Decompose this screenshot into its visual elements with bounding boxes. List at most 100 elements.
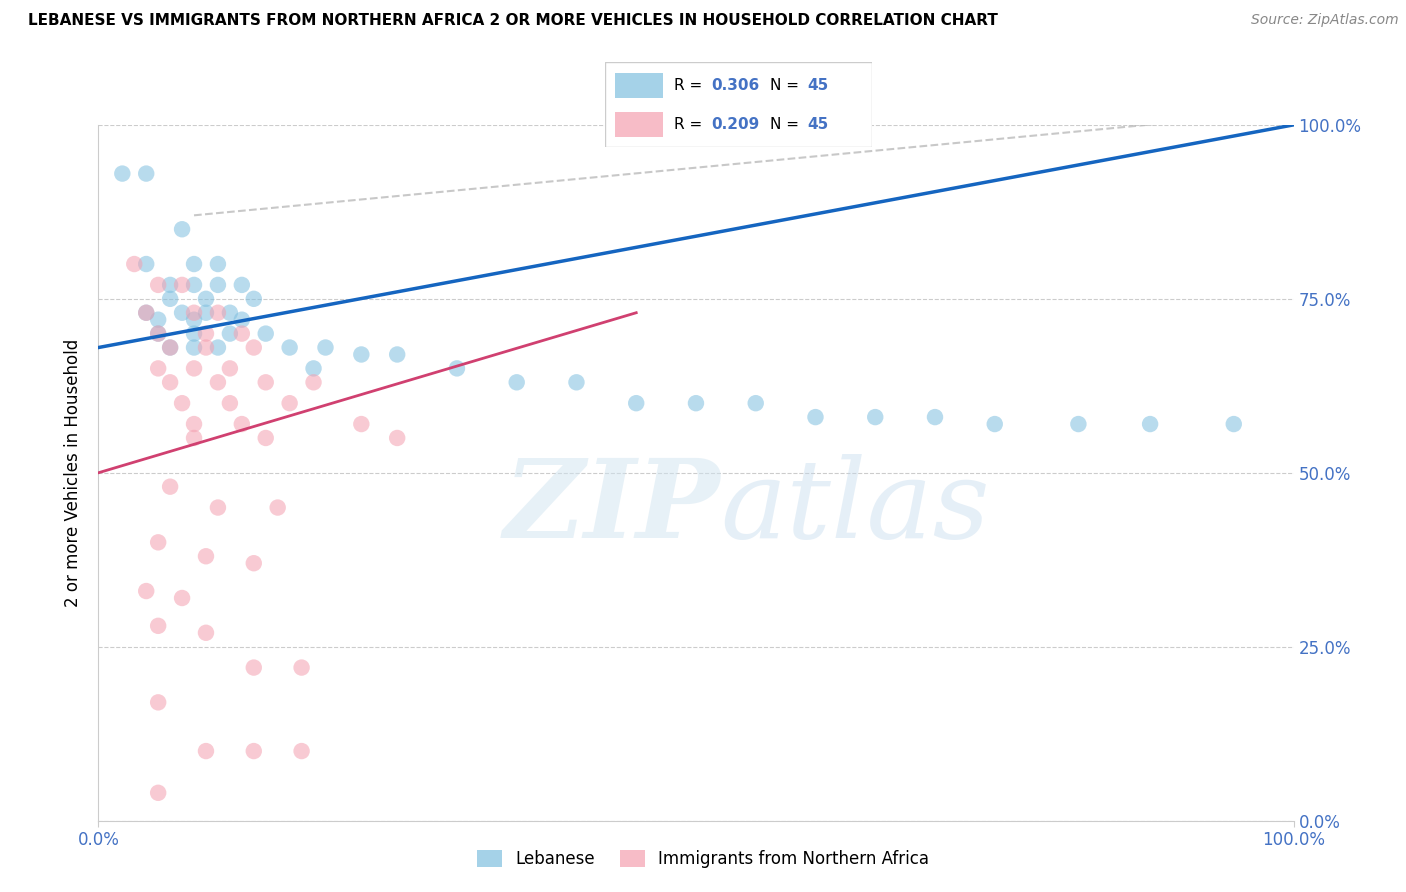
Text: N =: N = xyxy=(770,78,804,93)
Text: 45: 45 xyxy=(807,78,830,93)
Text: N =: N = xyxy=(770,117,804,132)
Point xyxy=(243,744,266,758)
Point xyxy=(243,292,266,306)
Point xyxy=(219,306,242,320)
Point xyxy=(254,376,277,390)
Point xyxy=(159,341,181,355)
Point xyxy=(159,341,181,355)
Point xyxy=(194,549,218,564)
Point xyxy=(183,277,205,292)
Point xyxy=(207,341,229,355)
Point xyxy=(267,500,290,515)
Point xyxy=(350,347,373,361)
Point xyxy=(254,326,277,341)
Point xyxy=(219,326,242,341)
Point xyxy=(302,376,325,390)
Text: ZIP: ZIP xyxy=(503,454,720,561)
FancyBboxPatch shape xyxy=(605,62,872,147)
Point xyxy=(135,167,157,181)
Point xyxy=(231,277,253,292)
Point xyxy=(148,326,170,341)
Point xyxy=(148,277,170,292)
Point xyxy=(254,431,277,445)
Point xyxy=(183,312,205,326)
Point xyxy=(194,306,218,320)
Point xyxy=(302,361,325,376)
Point xyxy=(124,257,146,271)
Point xyxy=(350,417,373,431)
Point xyxy=(231,417,253,431)
Point xyxy=(231,312,253,326)
Point xyxy=(148,326,170,341)
Point xyxy=(1139,417,1161,431)
Point xyxy=(385,347,409,361)
Text: LEBANESE VS IMMIGRANTS FROM NORTHERN AFRICA 2 OR MORE VEHICLES IN HOUSEHOLD CORR: LEBANESE VS IMMIGRANTS FROM NORTHERN AFR… xyxy=(28,13,998,29)
Point xyxy=(135,306,157,320)
Point xyxy=(172,591,194,605)
Point xyxy=(278,341,301,355)
Point xyxy=(924,410,946,425)
Point xyxy=(626,396,648,410)
Point xyxy=(745,396,768,410)
Point xyxy=(207,257,229,271)
Text: 0.209: 0.209 xyxy=(711,117,759,132)
Bar xyxy=(616,72,664,98)
Point xyxy=(315,341,337,355)
Point xyxy=(148,361,170,376)
Y-axis label: 2 or more Vehicles in Household: 2 or more Vehicles in Household xyxy=(65,339,83,607)
Point xyxy=(148,786,170,800)
Point xyxy=(135,306,157,320)
Point xyxy=(207,277,229,292)
Point xyxy=(194,326,218,341)
Point xyxy=(1222,417,1246,431)
Point xyxy=(207,500,229,515)
Point xyxy=(159,376,181,390)
Point xyxy=(984,417,1007,431)
Point xyxy=(194,341,218,355)
Point xyxy=(111,167,134,181)
Point xyxy=(243,556,266,570)
Point xyxy=(183,326,205,341)
Point xyxy=(183,417,205,431)
Point xyxy=(183,341,205,355)
Point xyxy=(207,306,229,320)
Point xyxy=(1067,417,1090,431)
Point xyxy=(183,361,205,376)
Point xyxy=(172,277,194,292)
Point xyxy=(183,431,205,445)
Point xyxy=(446,361,468,376)
Point xyxy=(194,744,218,758)
Point xyxy=(685,396,707,410)
Point xyxy=(194,625,218,640)
Point xyxy=(278,396,301,410)
Point xyxy=(148,695,170,709)
Point xyxy=(506,376,529,390)
Text: 0.306: 0.306 xyxy=(711,78,759,93)
Point xyxy=(172,306,194,320)
Point xyxy=(291,660,314,674)
Point xyxy=(804,410,827,425)
Point xyxy=(159,277,181,292)
Point xyxy=(243,660,266,674)
Point xyxy=(148,619,170,633)
Point xyxy=(863,410,887,425)
Point xyxy=(148,312,170,326)
Point xyxy=(194,292,218,306)
Legend: Lebanese, Immigrants from Northern Africa: Lebanese, Immigrants from Northern Afric… xyxy=(470,843,936,875)
Point xyxy=(219,396,242,410)
Point xyxy=(565,376,588,390)
Point xyxy=(183,306,205,320)
Text: R =: R = xyxy=(673,117,707,132)
Point xyxy=(291,744,314,758)
Point xyxy=(135,257,157,271)
Point xyxy=(159,480,181,494)
Text: atlas: atlas xyxy=(720,454,990,561)
Point xyxy=(385,431,409,445)
Point xyxy=(172,222,194,236)
Text: R =: R = xyxy=(673,78,707,93)
Point xyxy=(159,292,181,306)
Point xyxy=(219,361,242,376)
Point xyxy=(231,326,253,341)
Point xyxy=(207,376,229,390)
Point xyxy=(135,584,157,599)
